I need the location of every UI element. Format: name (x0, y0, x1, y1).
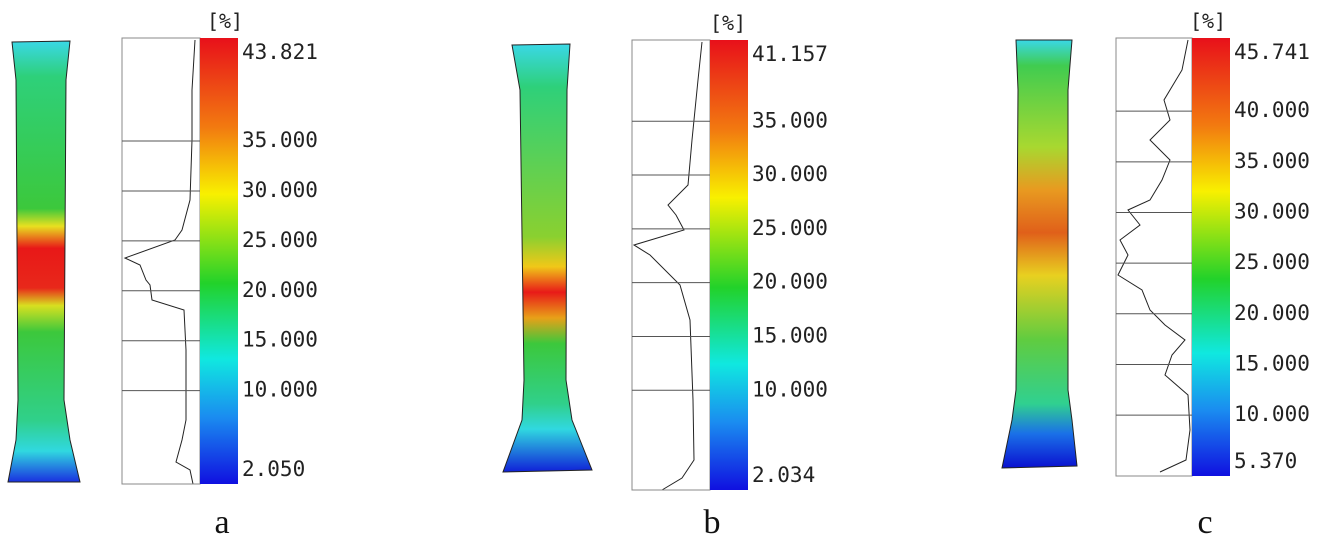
profile-box (631, 39, 711, 491)
colorbar-tick-label: 30.000 (1234, 199, 1310, 223)
panel-label: c (1197, 504, 1212, 541)
unit-label: [%] (710, 11, 746, 35)
colorbar-tick-label: 35.000 (242, 128, 318, 152)
colorbar-tick-label: 20.000 (242, 278, 318, 302)
profile-curve (1117, 39, 1191, 473)
panel-label: a (214, 504, 229, 541)
colorbar-tick-label: 15.000 (242, 328, 318, 352)
colorbar-tick-label: 35.000 (752, 108, 828, 132)
colorbar (200, 38, 238, 484)
colorbar-tick-label: 41.157 (752, 42, 828, 66)
profile-curve (632, 41, 703, 491)
colorbar-tick-label: 30.000 (752, 162, 828, 186)
unit-label: [%] (1190, 9, 1226, 33)
profile-curve (123, 39, 196, 485)
panel-label: b (704, 504, 721, 541)
colorbar-tick-label: 25.000 (1234, 250, 1310, 274)
colorbar (1192, 38, 1230, 476)
colorbar-tick-label: 2.050 (242, 457, 305, 481)
colorbar-tick-label: 25.000 (752, 216, 828, 240)
specimen (1001, 39, 1078, 469)
specimen (7, 40, 81, 483)
colorbar-tick-label: 15.000 (752, 323, 828, 347)
colorbar-tick-label: 2.034 (752, 463, 815, 487)
profile-box (121, 37, 201, 485)
specimen (502, 43, 593, 473)
colorbar-tick-label: 10.000 (752, 377, 828, 401)
colorbar-tick-label: 5.370 (1234, 449, 1297, 473)
colorbar-tick-label: 10.000 (242, 378, 318, 402)
colorbar-tick-label: 15.000 (1234, 351, 1310, 375)
colorbar-tick-label: 35.000 (1234, 149, 1310, 173)
colorbar-tick-label: 30.000 (242, 178, 318, 202)
colorbar-tick-label: 45.741 (1234, 40, 1310, 64)
colorbar-tick-label: 43.821 (242, 40, 318, 64)
colorbar-tick-label: 40.000 (1234, 98, 1310, 122)
colorbar-tick-label: 20.000 (1234, 301, 1310, 325)
colorbar-tick-label: 20.000 (752, 270, 828, 294)
colorbar (710, 40, 748, 490)
colorbar-tick-label: 10.000 (1234, 402, 1310, 426)
unit-label: [%] (207, 9, 243, 33)
colorbar-tick-label: 25.000 (242, 228, 318, 252)
